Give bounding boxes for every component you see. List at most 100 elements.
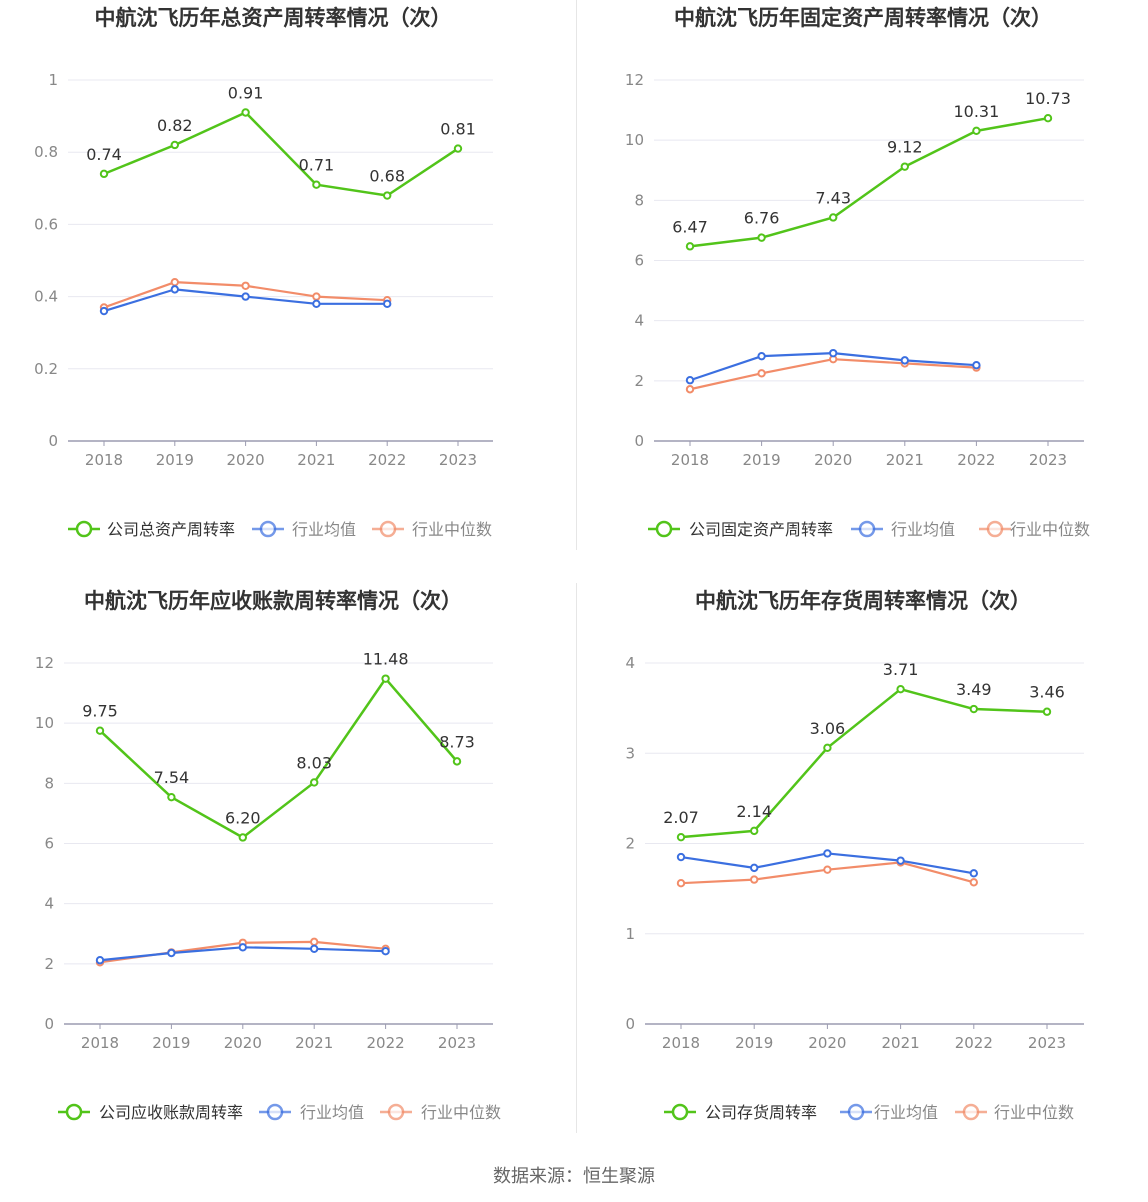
data-label: 3.06 (810, 719, 846, 738)
legend-marker (655, 520, 673, 538)
data-label: 11.48 (363, 650, 409, 669)
data-label: 0.68 (369, 167, 405, 186)
legend-label: 公司应收账款周转率 (99, 1103, 243, 1122)
legend-label: 公司固定资产周转率 (689, 520, 833, 539)
data-label: 6.20 (225, 808, 261, 827)
x-tick-label: 2023 (438, 1034, 476, 1052)
data-point-avg (312, 299, 321, 309)
data-point-company (238, 833, 248, 842)
data-point-company (823, 743, 832, 753)
legend-item-avg[interactable]: 行业均值 (840, 1103, 938, 1122)
data-label: 10.73 (1025, 89, 1071, 108)
legend-marker (259, 520, 277, 538)
legend-label: 行业均值 (292, 520, 356, 539)
y-tick-label: 0 (44, 1015, 54, 1033)
data-point-company (676, 832, 686, 842)
data-point-company (95, 726, 105, 735)
data-point-median (757, 369, 766, 378)
chart-panel-inventory-turnover: 中航沈飞历年存货周转率情况（次） 0 1 2 3 4 2018 2019 2020 2021 202… (574, 583, 1148, 1166)
y-tick-label: 1 (625, 925, 635, 943)
chart-title: 中航沈飞历年总资产周转率情况（次） (95, 6, 452, 30)
legend-item-company[interactable]: 公司总资产周转率 (68, 520, 235, 539)
chart-title: 中航沈飞历年存货周转率情况（次） (695, 589, 1031, 613)
legend-item-company[interactable]: 公司存货周转率 (664, 1103, 817, 1122)
series-line-median (689, 358, 977, 391)
data-point-company (972, 126, 981, 136)
x-tick-label: 2020 (227, 451, 265, 469)
data-label: 9.75 (82, 702, 118, 721)
data-label: 2.14 (736, 802, 772, 821)
data-point-avg (685, 376, 695, 385)
data-label: 8.73 (439, 732, 475, 751)
data-label: 3.46 (1029, 683, 1065, 702)
y-tick-label: 10 (35, 714, 54, 732)
data-point-median (676, 879, 686, 888)
data-label: 0.81 (440, 120, 476, 139)
legend-item-avg[interactable]: 行业均值 (252, 520, 356, 539)
y-tick-label: 0 (48, 432, 58, 450)
data-point-median (241, 281, 250, 290)
data-point-company (1042, 707, 1052, 716)
data-point-company (750, 826, 759, 836)
chart-panel-fixed-asset-turnover: 中航沈飞历年固定资产周转率情况（次） 0 2 4 6 8 10 12 2018 2019 2020 2… (574, 0, 1148, 583)
data-point-company (1043, 114, 1053, 123)
data-point-company (310, 778, 319, 787)
data-point-company (99, 169, 109, 179)
legend-item-company[interactable]: 公司固定资产周转率 (648, 520, 833, 539)
legend-item-company[interactable]: 公司应收账款周转率 (58, 1103, 243, 1122)
data-point-company (685, 242, 695, 251)
data-point-avg (170, 285, 180, 294)
x-tick-label: 2021 (295, 1034, 333, 1052)
x-tick-label: 2021 (882, 1034, 920, 1052)
data-point-median (310, 937, 319, 947)
legend-item-avg[interactable]: 行业均值 (259, 1103, 364, 1122)
data-point-avg (823, 849, 832, 858)
x-tick-label: 2020 (808, 1034, 846, 1052)
legend-marker (266, 1103, 284, 1121)
data-label: 0.71 (299, 156, 335, 175)
legend-label: 行业均值 (300, 1103, 364, 1122)
data-point-company (383, 191, 392, 200)
data-point-avg (99, 306, 109, 316)
legend-item-median[interactable]: 行业中位数 (955, 1103, 1074, 1122)
data-point-avg (167, 948, 176, 958)
legend-item-median[interactable]: 行业中位数 (380, 1103, 501, 1122)
legend-item-median[interactable]: 行业中位数 (979, 520, 1090, 539)
data-point-avg (95, 956, 105, 965)
y-tick-label: 1 (48, 71, 58, 89)
chart-title: 中航沈飞历年固定资产周转率情况（次） (674, 6, 1052, 30)
panel-divider-top (576, 0, 577, 550)
data-point-company (312, 180, 321, 189)
data-point-avg (676, 852, 686, 862)
data-label: 2.07 (663, 808, 699, 827)
x-tick-label: 2022 (367, 1034, 405, 1052)
legend-marker (847, 1103, 865, 1121)
x-tick-label: 2021 (886, 451, 924, 469)
y-tick-label: 3 (625, 744, 635, 762)
data-label: 7.54 (154, 768, 190, 787)
legend-marker (671, 1103, 689, 1121)
data-label: 3.71 (883, 660, 919, 679)
x-tick-label: 2019 (743, 451, 781, 469)
data-label: 7.43 (815, 188, 851, 207)
legend-item-median[interactable]: 行业中位数 (372, 520, 492, 539)
x-tick-label: 2018 (671, 451, 709, 469)
panel-divider-bottom (576, 583, 577, 1133)
y-tick-label: 0.4 (34, 288, 58, 306)
data-point-median (685, 385, 695, 394)
legend-marker (379, 520, 397, 538)
legend-label: 公司总资产周转率 (107, 520, 235, 539)
legend-item-avg[interactable]: 行业均值 (851, 520, 955, 539)
x-tick-label: 2018 (81, 1034, 119, 1052)
x-tick-label: 2022 (368, 451, 406, 469)
legend-marker (962, 1103, 980, 1121)
x-tick-label: 2019 (735, 1034, 773, 1052)
x-tick-label: 2020 (814, 451, 852, 469)
data-point-avg (829, 348, 838, 358)
legend-marker (986, 520, 1004, 538)
y-tick-label: 6 (634, 252, 644, 270)
data-point-median (312, 292, 321, 301)
data-point-median (823, 865, 832, 874)
y-tick-label: 2 (625, 835, 635, 853)
